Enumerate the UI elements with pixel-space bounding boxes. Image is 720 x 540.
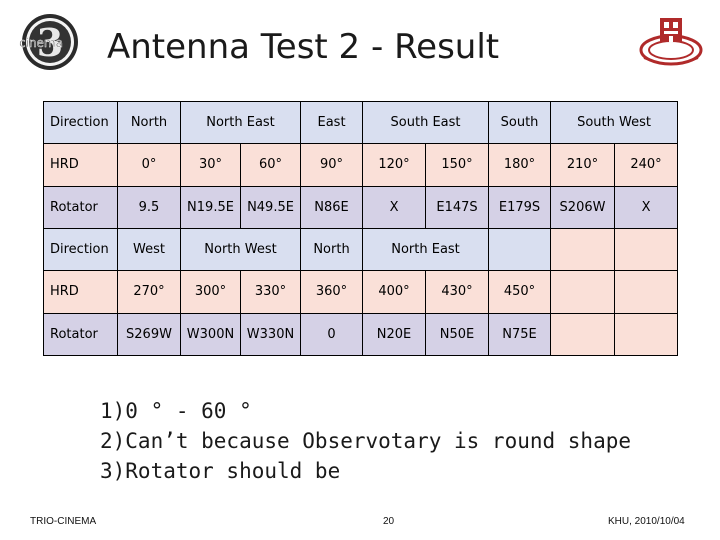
table-cell: 9.5 <box>117 185 181 229</box>
table-cell <box>488 227 552 272</box>
table-cell: 60° <box>239 143 302 187</box>
table-row: HRD 0° 30° 60° 90° 120° 150° 180° 210° 240° <box>43 143 679 187</box>
cinema-logo: 3 cinema <box>19 14 78 70</box>
logo-numeral: 3 <box>37 20 63 65</box>
table-cell: N49.5E <box>239 185 302 229</box>
table-cell: 450° <box>488 270 552 314</box>
table-cell: South <box>488 100 552 145</box>
table-cell: X <box>614 185 679 229</box>
footer-org: TRIO-CINEMA <box>30 516 97 527</box>
table-cell: W330N <box>239 312 302 357</box>
table-cell: E179S <box>488 185 552 229</box>
row-header-cell: HRD <box>43 270 118 314</box>
table-row: HRD 270° 300° 330° 360° 400° 430° 450° <box>43 270 679 314</box>
table-cell: 90° <box>300 143 364 187</box>
table-cell <box>614 312 679 357</box>
table-cell: West <box>117 227 181 272</box>
table-cell: North West <box>179 227 302 272</box>
university-seal-logo <box>639 18 703 66</box>
row-header-cell: Rotator <box>43 185 118 229</box>
table-cell: North East <box>362 227 490 272</box>
table-row: Direction West North West North North East <box>43 227 679 272</box>
row-header-cell: Direction <box>43 100 118 145</box>
note-3: 3)Rotator should be <box>100 459 341 483</box>
table-cell: 30° <box>180 143 241 187</box>
table-cell: 240° <box>614 143 679 187</box>
table-cell: 270° <box>117 270 181 314</box>
antenna-result-table: Direction North North East East South East So… <box>43 100 679 357</box>
row-header-cell: HRD <box>43 143 118 187</box>
table-row: Direction North North East East South East So… <box>43 100 679 145</box>
table-cell: North <box>117 100 181 145</box>
table-cell: North East <box>179 100 302 145</box>
table-cell <box>550 270 616 314</box>
table-cell <box>550 227 616 272</box>
footer-date: KHU, 2010/10/04 <box>608 516 685 527</box>
table-cell: N20E <box>362 312 427 357</box>
table-cell: E147S <box>425 185 490 229</box>
note-1: 1)0 ° - 60 ° <box>100 399 252 423</box>
table-cell: South East <box>362 100 490 145</box>
table-cell: N19.5E <box>180 185 241 229</box>
table-cell: 180° <box>488 143 552 187</box>
table-cell: N50E <box>425 312 490 357</box>
table-cell: 360° <box>300 270 364 314</box>
row-header-cell: Rotator <box>43 312 118 357</box>
table-cell: East <box>300 100 364 145</box>
table-cell: X <box>362 185 427 229</box>
table-cell: 150° <box>425 143 490 187</box>
table-cell: 330° <box>239 270 302 314</box>
table-cell: 430° <box>425 270 490 314</box>
row-header-cell: Direction <box>43 227 118 272</box>
table-cell: W300N <box>180 312 241 357</box>
table-cell: S206W <box>550 185 616 229</box>
table-cell <box>614 227 679 272</box>
table-cell: N75E <box>488 312 552 357</box>
table-cell <box>550 312 616 357</box>
slide-title: Antenna Test 2 - Result <box>107 27 500 67</box>
table-cell: 400° <box>362 270 427 314</box>
logo-text: cinema <box>19 36 63 50</box>
table-cell: 0° <box>117 143 181 187</box>
table-cell: 300° <box>180 270 241 314</box>
result-notes: 1)0 ° - 60 ° 2)Can’t because Observotary… <box>100 396 631 486</box>
table-cell: South West <box>550 100 679 145</box>
note-2: 2)Can’t because Observotary is round sha… <box>100 429 632 453</box>
footer-page-number: 20 <box>383 516 395 527</box>
table-cell: North <box>300 227 364 272</box>
table-cell <box>614 270 679 314</box>
table-row: Rotator S269W W300N W330N 0 N20E N50E N75E <box>43 312 679 357</box>
table-cell: 120° <box>362 143 427 187</box>
table-row: Rotator 9.5 N19.5E N49.5E N86E X E147S E179S S20… <box>43 185 679 229</box>
table-cell: N86E <box>300 185 364 229</box>
table-cell: 0 <box>300 312 364 357</box>
table-cell: S269W <box>117 312 181 357</box>
table-cell: 210° <box>550 143 616 187</box>
